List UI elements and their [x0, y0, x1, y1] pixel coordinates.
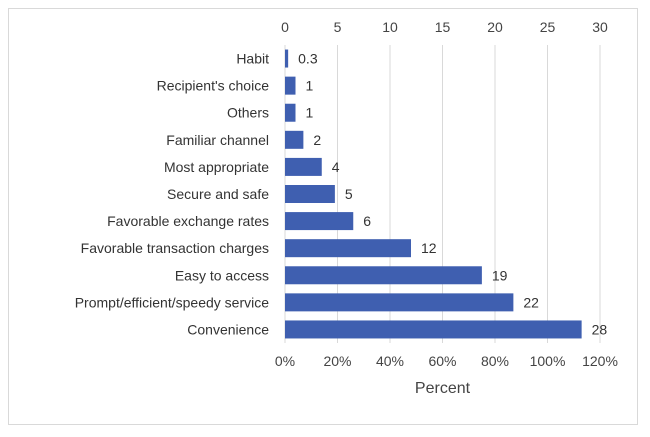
category-label: Prompt/efficient/speedy service [75, 294, 269, 310]
category-label: Favorable transaction charges [81, 240, 269, 256]
category-label: Secure and safe [167, 186, 269, 202]
bar [285, 212, 354, 231]
bar [285, 157, 322, 176]
data-label: 22 [523, 294, 539, 310]
x-axis-title: Percent [415, 380, 471, 397]
data-label: 19 [492, 267, 508, 283]
category-label: Favorable exchange rates [107, 213, 269, 229]
category-label: Convenience [187, 321, 269, 337]
bar [285, 76, 296, 95]
top-tick-label: 20 [487, 19, 503, 35]
gridlines [284, 45, 601, 343]
data-label: 1 [306, 78, 314, 94]
data-label: 12 [421, 240, 437, 256]
top-tick-label: 5 [334, 19, 342, 35]
bottom-tick-label: 120% [582, 353, 618, 369]
bottom-tick-label: 100% [530, 353, 566, 369]
chart-frame: 0 5 10 15 20 25 30 0% 20% 40% 60% 80% 100% 120% Habi… [8, 8, 638, 425]
bar [285, 293, 514, 312]
bar-chart: 0 5 10 15 20 25 30 0% 20% 40% 60% 80% 100% 120% Habi… [75, 19, 618, 397]
bottom-tick-label: 20% [323, 353, 351, 369]
category-label: Most appropriate [164, 159, 269, 175]
bottom-tick-label: 40% [376, 353, 404, 369]
category-label: Others [227, 105, 269, 121]
top-tick-label: 30 [592, 19, 608, 35]
top-tick-label: 15 [435, 19, 451, 35]
data-label: 1 [306, 105, 314, 121]
category-labels: Habit Recipient's choice Others Familiar ch… [75, 51, 269, 338]
category-label: Familiar channel [166, 132, 269, 148]
category-label: Habit [236, 51, 269, 67]
category-label: Easy to access [175, 267, 269, 283]
bars [285, 49, 582, 339]
bar [285, 130, 304, 149]
bar [285, 266, 482, 285]
top-axis-ticks: 0 5 10 15 20 25 30 [281, 19, 608, 35]
data-label: 4 [332, 159, 340, 175]
data-label: 6 [363, 213, 371, 229]
top-tick-label: 10 [382, 19, 398, 35]
category-label: Recipient's choice [157, 78, 270, 94]
data-label: 2 [313, 132, 321, 148]
data-label: 5 [345, 186, 353, 202]
bar [285, 185, 335, 203]
data-label: 0.3 [298, 51, 318, 67]
bar [285, 239, 411, 258]
bottom-tick-label: 60% [428, 353, 456, 369]
bar [285, 320, 582, 339]
bar [285, 103, 296, 122]
top-tick-label: 0 [281, 19, 289, 35]
data-label: 28 [592, 321, 608, 337]
bar [285, 49, 289, 68]
bottom-tick-label: 80% [481, 353, 509, 369]
top-tick-label: 25 [540, 19, 556, 35]
bottom-axis-ticks: 0% 20% 40% 60% 80% 100% 120% [275, 353, 618, 369]
bottom-tick-label: 0% [275, 353, 295, 369]
